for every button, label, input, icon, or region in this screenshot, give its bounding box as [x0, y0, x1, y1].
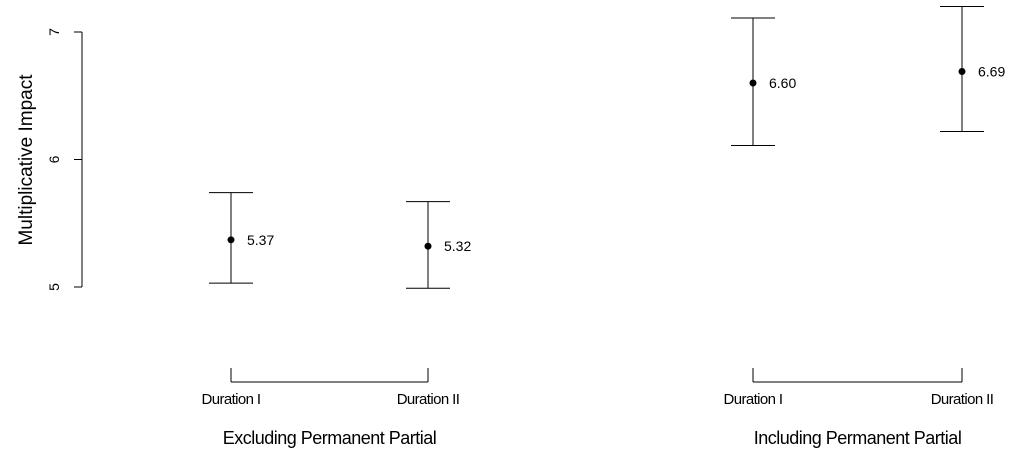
data-label: 6.69: [978, 64, 1005, 80]
group-label: Including Permanent Partial: [754, 428, 962, 448]
y-axis-label: Multiplicative Impact: [16, 74, 37, 246]
y-tick-label: 5: [46, 283, 62, 291]
data-point: [227, 236, 235, 244]
data-point: [958, 68, 966, 76]
data-label: 5.37: [247, 232, 274, 248]
data-label: 5.32: [444, 238, 471, 254]
data-points: 5.37 5.32 6.60 6.69: [209, 6, 1005, 289]
data-point: [424, 242, 432, 250]
x-tick-label: Duration I: [723, 391, 782, 408]
x-tick-label: Duration I: [201, 391, 260, 408]
data-point: [749, 79, 757, 87]
group-label: Excluding Permanent Partial: [223, 428, 437, 448]
y-axis: 5 6 7: [46, 28, 83, 291]
y-tick-label: 6: [46, 155, 62, 163]
data-label: 6.60: [769, 75, 796, 91]
y-tick-label: 7: [46, 28, 62, 36]
x-tick-label: Duration II: [931, 391, 994, 408]
x-axes: Duration I Duration II Excluding Permanent…: [201, 368, 994, 448]
x-tick-label: Duration II: [397, 391, 460, 408]
